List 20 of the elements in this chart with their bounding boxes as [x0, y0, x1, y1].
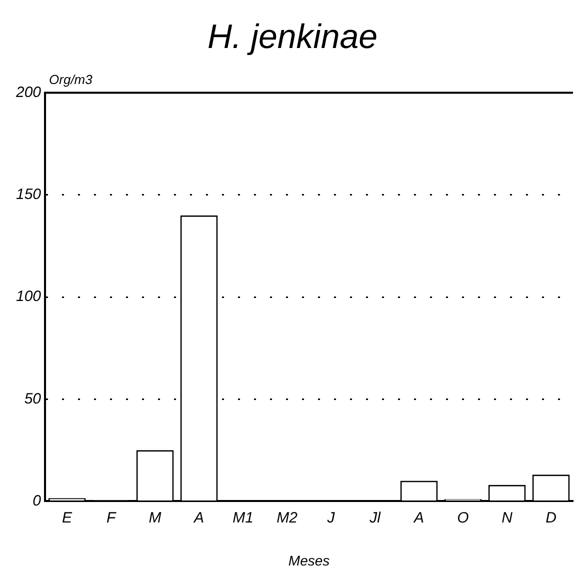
y-axis-title: Org/m3 — [49, 72, 94, 87]
y-tick-label: 200 — [14, 84, 42, 101]
x-tick-label: J — [326, 509, 336, 526]
x-axis-title: Meses — [288, 552, 330, 568]
x-tick-label: M — [148, 509, 162, 526]
x-tick-label: A — [193, 509, 204, 526]
y-tick-label: 0 — [32, 492, 42, 510]
x-tick-label: N — [502, 509, 513, 526]
chart-title: H. jenkinae — [207, 18, 378, 56]
x-tick-label: F — [106, 509, 116, 526]
x-tick-label: Jl — [368, 509, 382, 526]
y-tick-label: 150 — [16, 186, 42, 204]
x-tick-label: E — [62, 509, 74, 526]
x-tick-label: A — [413, 509, 424, 526]
x-tick-label: D — [546, 509, 557, 526]
y-tick-label: 100 — [16, 288, 42, 306]
y-tick-label: 50 — [24, 390, 42, 408]
x-tick-label: M1 — [232, 509, 254, 526]
x-tick-label: O — [457, 509, 470, 526]
x-tick-label: M2 — [276, 509, 298, 526]
